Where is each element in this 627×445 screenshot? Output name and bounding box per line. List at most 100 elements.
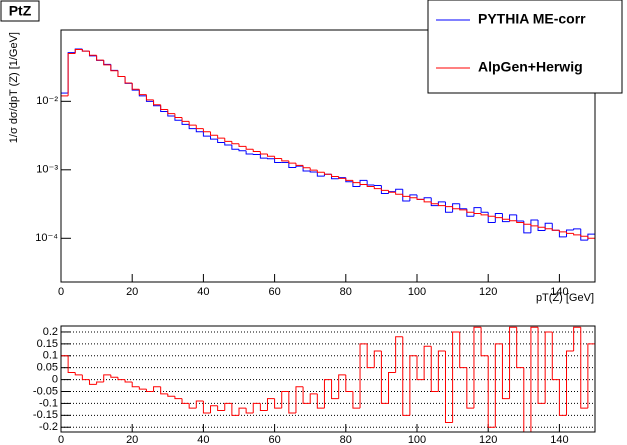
plot-frame [60, 29, 596, 283]
x-tick-label: 40 [197, 434, 209, 445]
legend [427, 0, 623, 94]
hist-bin [252, 402, 261, 413]
hist-bin [202, 131, 211, 137]
hist-bin [160, 104, 168, 110]
hist-bin [551, 331, 560, 381]
hist-bin [416, 194, 425, 200]
x-tick-label: 20 [126, 286, 138, 298]
hist-bin [573, 233, 581, 236]
chart-title: PtZ [9, 3, 32, 19]
hist-bin [587, 343, 595, 409]
hist-bin [238, 407, 247, 416]
hist-bin [295, 165, 304, 168]
hist-bin [266, 398, 275, 411]
hist-bin [366, 343, 375, 369]
hist-bin [103, 60, 111, 65]
hist-bin [74, 372, 83, 376]
hist-bin [537, 327, 546, 404]
hist-bin [380, 351, 389, 404]
hist-bin [580, 327, 588, 409]
main-plot: 10⁻² 10⁻³ 10⁻⁴ 0 20 40 60 80 100 120 140 [35, 48, 595, 298]
hist-bin [480, 327, 489, 357]
x-tick-label: 80 [340, 434, 352, 445]
hist-bin [217, 139, 225, 144]
hist-bin [558, 230, 567, 233]
hist-bin [224, 402, 232, 411]
y-tick-label: -0.1 [39, 397, 58, 409]
y-tick-label: -0.15 [33, 409, 58, 421]
hist-bin [131, 83, 140, 90]
hist-bin [281, 391, 289, 409]
hist-bin [145, 389, 154, 393]
hist-bin [509, 326, 517, 399]
y-tick-label: 0.05 [37, 362, 58, 374]
hist-bin [551, 223, 560, 231]
hist-bin [430, 201, 439, 205]
hist-bin [160, 105, 168, 113]
x-tick-label: 80 [340, 286, 352, 298]
hist-bin [231, 403, 239, 416]
hist-bin [103, 374, 111, 382]
hist-bin [480, 207, 489, 213]
hist-bin [551, 228, 560, 231]
hist-bin [88, 51, 97, 56]
hist-bin [96, 381, 104, 385]
hist-bin [238, 149, 247, 152]
hist-bin [259, 403, 268, 412]
hist-bin [138, 89, 147, 96]
hist-bin [67, 52, 76, 94]
x-tick-label: 60 [268, 286, 280, 298]
x-axis-title: pT(Z) [GeV] [536, 292, 594, 304]
x-tick-label: 0 [58, 286, 64, 298]
hist-bin [266, 158, 275, 160]
hist-bin [409, 355, 417, 416]
hist-bin [302, 386, 311, 404]
hist-bin [466, 367, 474, 409]
hist-bin [274, 156, 282, 160]
hist-bin [245, 150, 254, 155]
hist-bin [117, 70, 126, 78]
x-tick-label: 120 [479, 286, 497, 298]
hist-bin [259, 154, 268, 159]
hist-bin [96, 55, 104, 61]
hist-bin [288, 162, 296, 169]
hist-bin [494, 213, 503, 223]
hist-bin [124, 379, 133, 383]
hist-bin [138, 386, 147, 390]
hist-bin [487, 212, 496, 224]
hist-bin [252, 154, 261, 156]
hist-bin [395, 336, 403, 373]
hist-bin [523, 222, 531, 225]
hist-bin [224, 138, 232, 142]
hist-bin [423, 199, 432, 203]
x-tick-label: 40 [197, 286, 209, 298]
hist-bin [459, 208, 467, 211]
hist-bin [516, 220, 524, 224]
hist-bin [174, 116, 183, 121]
hist-bin [252, 149, 261, 153]
hist-bin [238, 143, 247, 147]
hist-bin [316, 170, 325, 173]
hist-bin [217, 405, 225, 412]
hist-bin [402, 189, 410, 202]
hist-bin [231, 145, 239, 150]
hist-bin [516, 327, 524, 369]
hist-bin [580, 228, 588, 241]
hist-bin [380, 188, 389, 191]
hist-bin [437, 350, 446, 392]
hist-bin [245, 146, 254, 150]
ratio-plot: 0.20.150.10.050-0.05-0.1-0.15-0.20 20 40 60… [33, 326, 595, 445]
hist-bin [210, 136, 218, 140]
y-tick-label: 10⁻² [36, 95, 58, 107]
hist-bin [430, 346, 439, 393]
hist-bin [459, 203, 467, 210]
x-tick-label: 140 [550, 286, 568, 298]
hist-bin [117, 70, 126, 78]
hist-bin [316, 393, 325, 409]
hist-bin [167, 109, 175, 115]
hist-bin [231, 141, 239, 145]
hist-bin [587, 236, 595, 239]
hist-bin [423, 197, 432, 200]
hist-bin [202, 128, 211, 133]
hist-bin [323, 379, 332, 409]
